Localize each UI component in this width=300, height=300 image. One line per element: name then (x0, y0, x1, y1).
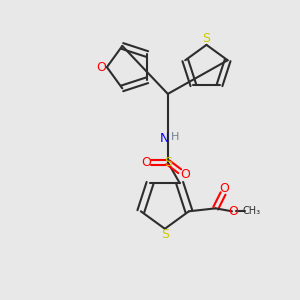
Text: CH₃: CH₃ (243, 206, 261, 216)
Text: S: S (164, 156, 172, 169)
Text: N: N (160, 132, 169, 145)
Text: O: O (141, 156, 151, 169)
Text: O: O (229, 205, 238, 218)
Text: O: O (220, 182, 230, 195)
Text: H: H (171, 132, 179, 142)
Text: S: S (202, 32, 211, 45)
Text: O: O (97, 61, 106, 74)
Text: S: S (161, 228, 169, 241)
Text: O: O (180, 168, 190, 181)
